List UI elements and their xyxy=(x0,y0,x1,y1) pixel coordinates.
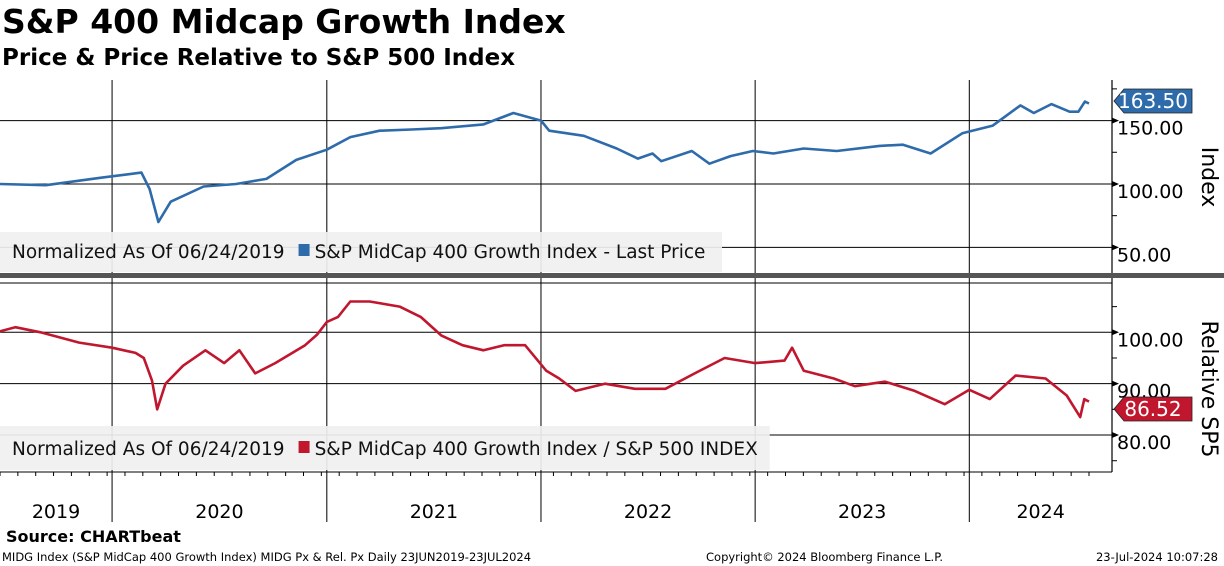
y-axis-title: Index xyxy=(1196,147,1221,208)
x-tick-label: 2021 xyxy=(410,501,458,523)
footer-description: MIDG Index (S&P MidCap 400 Growth Index)… xyxy=(2,550,532,564)
legend-box xyxy=(0,426,770,470)
x-tick-label: 2020 xyxy=(195,501,243,523)
x-tick-label: 2024 xyxy=(1016,501,1064,523)
legend-prefix: Normalized As Of 06/24/2019 xyxy=(12,439,285,460)
last-value-tag xyxy=(1113,88,1193,114)
legend-prefix: Normalized As Of 06/24/2019 xyxy=(12,242,285,263)
legend-swatch xyxy=(298,441,310,453)
series-line xyxy=(0,300,1090,419)
x-tick-label: 2023 xyxy=(838,501,886,523)
x-tick-label: 2019 xyxy=(32,501,80,523)
legend-series-name: S&P MidCap 400 Growth Index - Last Price xyxy=(315,242,706,263)
y-tick-label: 50.00 xyxy=(1117,244,1171,266)
y-tick-label: 80.00 xyxy=(1117,432,1171,454)
chart-title: S&P 400 Midcap Growth Index xyxy=(2,2,566,41)
panel-separator xyxy=(0,273,1224,278)
y-axis-title: Relative SP5 xyxy=(1196,321,1221,458)
legend-box xyxy=(0,232,722,272)
legend-series-name: S&P MidCap 400 Growth Index / S&P 500 IN… xyxy=(315,439,759,460)
last-value-label: 163.50 xyxy=(1118,89,1188,113)
y-tick-label: 150.00 xyxy=(1117,118,1183,140)
legend-swatch xyxy=(298,244,310,256)
footer-timestamp: 23-Jul-2024 10:07:28 xyxy=(1095,550,1218,564)
chart: 2019 2020 2021 2022 2023 2024 50.00 100.00 150.0… xyxy=(0,80,1224,523)
chart-subtitle: Price & Price Relative to S&P 500 Index xyxy=(2,45,516,71)
last-value-label: 86.52 xyxy=(1124,397,1181,421)
source-note: Source: CHARTbeat xyxy=(6,527,181,546)
x-tick-label: 2022 xyxy=(624,501,672,523)
last-value-tag xyxy=(1113,396,1193,422)
series-line xyxy=(0,100,1090,224)
footer-copyright: Copyright© 2024 Bloomberg Finance L.P. xyxy=(706,550,943,564)
y-tick-label: 100.00 xyxy=(1117,181,1183,203)
y-tick-label: 100.00 xyxy=(1117,329,1183,351)
